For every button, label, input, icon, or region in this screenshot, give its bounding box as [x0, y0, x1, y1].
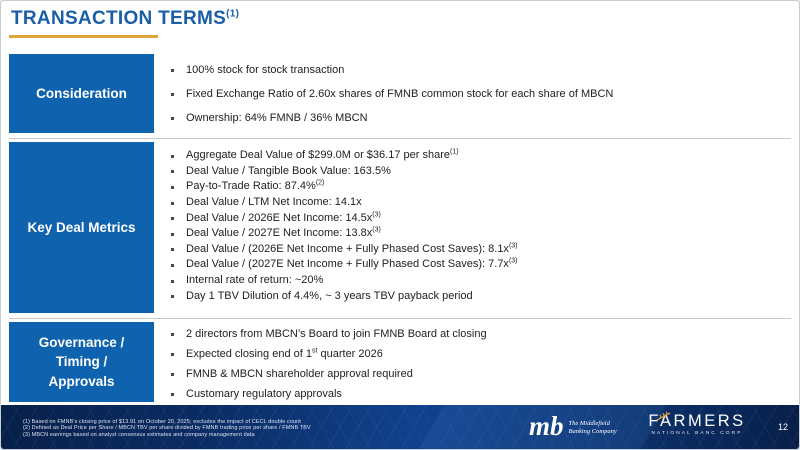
bullet-item: 2 directors from MBCN’s Board to join FM…: [168, 324, 791, 344]
middlefield-logo: mb The Middlefield Banking Company: [529, 410, 617, 442]
footnote-ref: (3): [508, 242, 518, 250]
sections: Consideration 100% stock for stock trans…: [9, 51, 791, 407]
footnote: (2) Defined as Deal Price per Share / MB…: [23, 425, 311, 432]
bullet-text: 2 directors from MBCN’s Board to join FM…: [186, 327, 487, 340]
bullet-item: FMNB & MBCN shareholder approval require…: [168, 364, 791, 384]
bullet-text: Ownership: 64% FMNB / 36% MBCN: [186, 111, 368, 124]
page-title: TRANSACTION TERMS(1): [11, 7, 239, 31]
wheat-icon: [656, 411, 671, 421]
bullet-text: Pay-to-Trade Ratio: 87.4%: [186, 180, 316, 193]
bullet-text: Deal Value / 2027E Net Income: 13.8x: [186, 227, 373, 240]
bullet-item: Deal Value / Tangible Book Value: 163.5%: [168, 164, 791, 180]
bullet-item: Expected closing end of 1st quarter 2026: [168, 344, 791, 364]
footnote-ref: st: [311, 346, 318, 354]
farmers-logo: FARMERS NATIONAL BANC CORP: [647, 411, 747, 437]
bullet-text: Deal Value / LTM Net Income: 14.1x: [186, 196, 362, 209]
bullet-text: Expected closing end of 1: [186, 347, 312, 360]
section-bullet-list: 2 directors from MBCN’s Board to join FM…: [168, 322, 791, 402]
section-divider: [9, 318, 791, 319]
footer-bar: (1) Based on FMNB's closing price of $13…: [1, 405, 799, 449]
footnote-ref: (2): [315, 179, 325, 187]
footnote-ref: (1): [449, 148, 459, 156]
bullet-text: Internal rate of return: ~20%: [186, 274, 324, 287]
footnote-ref: (3): [372, 226, 381, 234]
bullet-text: 100% stock for stock transaction: [186, 63, 345, 76]
bullet-text: Deal Value / Tangible Book Value: 163.5%: [186, 164, 391, 177]
bullet-item: Fixed Exchange Ratio of 2.60x shares of …: [168, 82, 791, 106]
bullet-text: Fixed Exchange Ratio of 2.60x shares of …: [186, 87, 614, 100]
bullet-text: Aggregate Deal Value of $299.0M or $36.1…: [186, 149, 450, 162]
page-title-footnote-ref: (1): [226, 8, 240, 20]
section-label: Governance / Timing / Approvals: [9, 322, 154, 402]
section-bullet-list: 100% stock for stock transaction Fixed Ex…: [168, 54, 791, 133]
bullet-text: quarter 2026: [317, 347, 383, 360]
section-label: Key Deal Metrics: [9, 142, 154, 313]
section-row: Consideration 100% stock for stock trans…: [9, 51, 791, 138]
bullet-text: Deal Value / (2027E Net Income + Fully P…: [186, 258, 509, 271]
farmers-name-row: FARMERS: [647, 411, 747, 430]
farmers-subtitle: NATIONAL BANC CORP: [651, 431, 743, 436]
section-label: Consideration: [9, 54, 154, 133]
bullet-item: Aggregate Deal Value of $299.0M or $36.1…: [168, 148, 791, 164]
bullet-text: FMNB & MBCN shareholder approval require…: [186, 367, 413, 380]
footnote: (3) MBCN earnings based on analyst conse…: [23, 431, 255, 438]
footnote-ref: (3): [372, 211, 381, 219]
section-row: Key Deal Metrics Aggregate Deal Value of…: [9, 139, 791, 318]
bullet-text: Customary regulatory approvals: [186, 387, 342, 400]
section-row: Governance / Timing / Approvals 2 direct…: [9, 319, 791, 407]
page-number: 12: [777, 422, 788, 432]
middlefield-name-line2: Banking Company: [568, 427, 617, 435]
bullet-item: Ownership: 64% FMNB / 36% MBCN: [168, 106, 791, 130]
bullet-item: Pay-to-Trade Ratio: 87.4%(2): [168, 179, 791, 195]
section-bullet-list: Aggregate Deal Value of $299.0M or $36.1…: [168, 142, 791, 313]
bullet-text: Deal Value / (2026E Net Income + Fully P…: [186, 242, 509, 255]
middlefield-name: The Middlefield Banking Company: [569, 420, 617, 442]
bullet-item: Deal Value / (2026E Net Income + Fully P…: [168, 242, 791, 258]
bullet-item: 100% stock for stock transaction: [168, 58, 791, 82]
bullet-item: Deal Value / 2026E Net Income: 14.5x(3): [168, 210, 791, 226]
footnotes: (1) Based on FMNB's closing price of $13…: [23, 419, 311, 438]
bullet-item: Day 1 TBV Dilution of 4.4%, ~ 3 years TB…: [168, 288, 791, 304]
footnote: (1) Based on FMNB's closing price of $13…: [23, 419, 301, 425]
footnote-ref: (3): [508, 257, 518, 265]
title-underline: [9, 35, 158, 38]
farmers-name: FARMERS: [648, 412, 746, 430]
page-title-text: TRANSACTION TERMS: [11, 8, 227, 29]
bullet-item: Deal Value / LTM Net Income: 14.1x: [168, 195, 791, 211]
section-divider: [9, 138, 791, 139]
bullet-text: Deal Value / 2026E Net Income: 14.5x: [186, 211, 373, 224]
bullet-text: Day 1 TBV Dilution of 4.4%, ~ 3 years TB…: [186, 289, 473, 302]
bullet-item: Customary regulatory approvals: [168, 384, 791, 404]
middlefield-name-line1: The Middlefield: [568, 420, 610, 427]
bullet-item: Deal Value / 2027E Net Income: 13.8x(3): [168, 226, 791, 242]
bullet-item: Internal rate of return: ~20%: [168, 273, 791, 289]
bullet-item: Deal Value / (2027E Net Income + Fully P…: [168, 257, 791, 273]
title-wrap: TRANSACTION TERMS(1): [11, 7, 239, 31]
middlefield-monogram: mb: [529, 411, 564, 441]
